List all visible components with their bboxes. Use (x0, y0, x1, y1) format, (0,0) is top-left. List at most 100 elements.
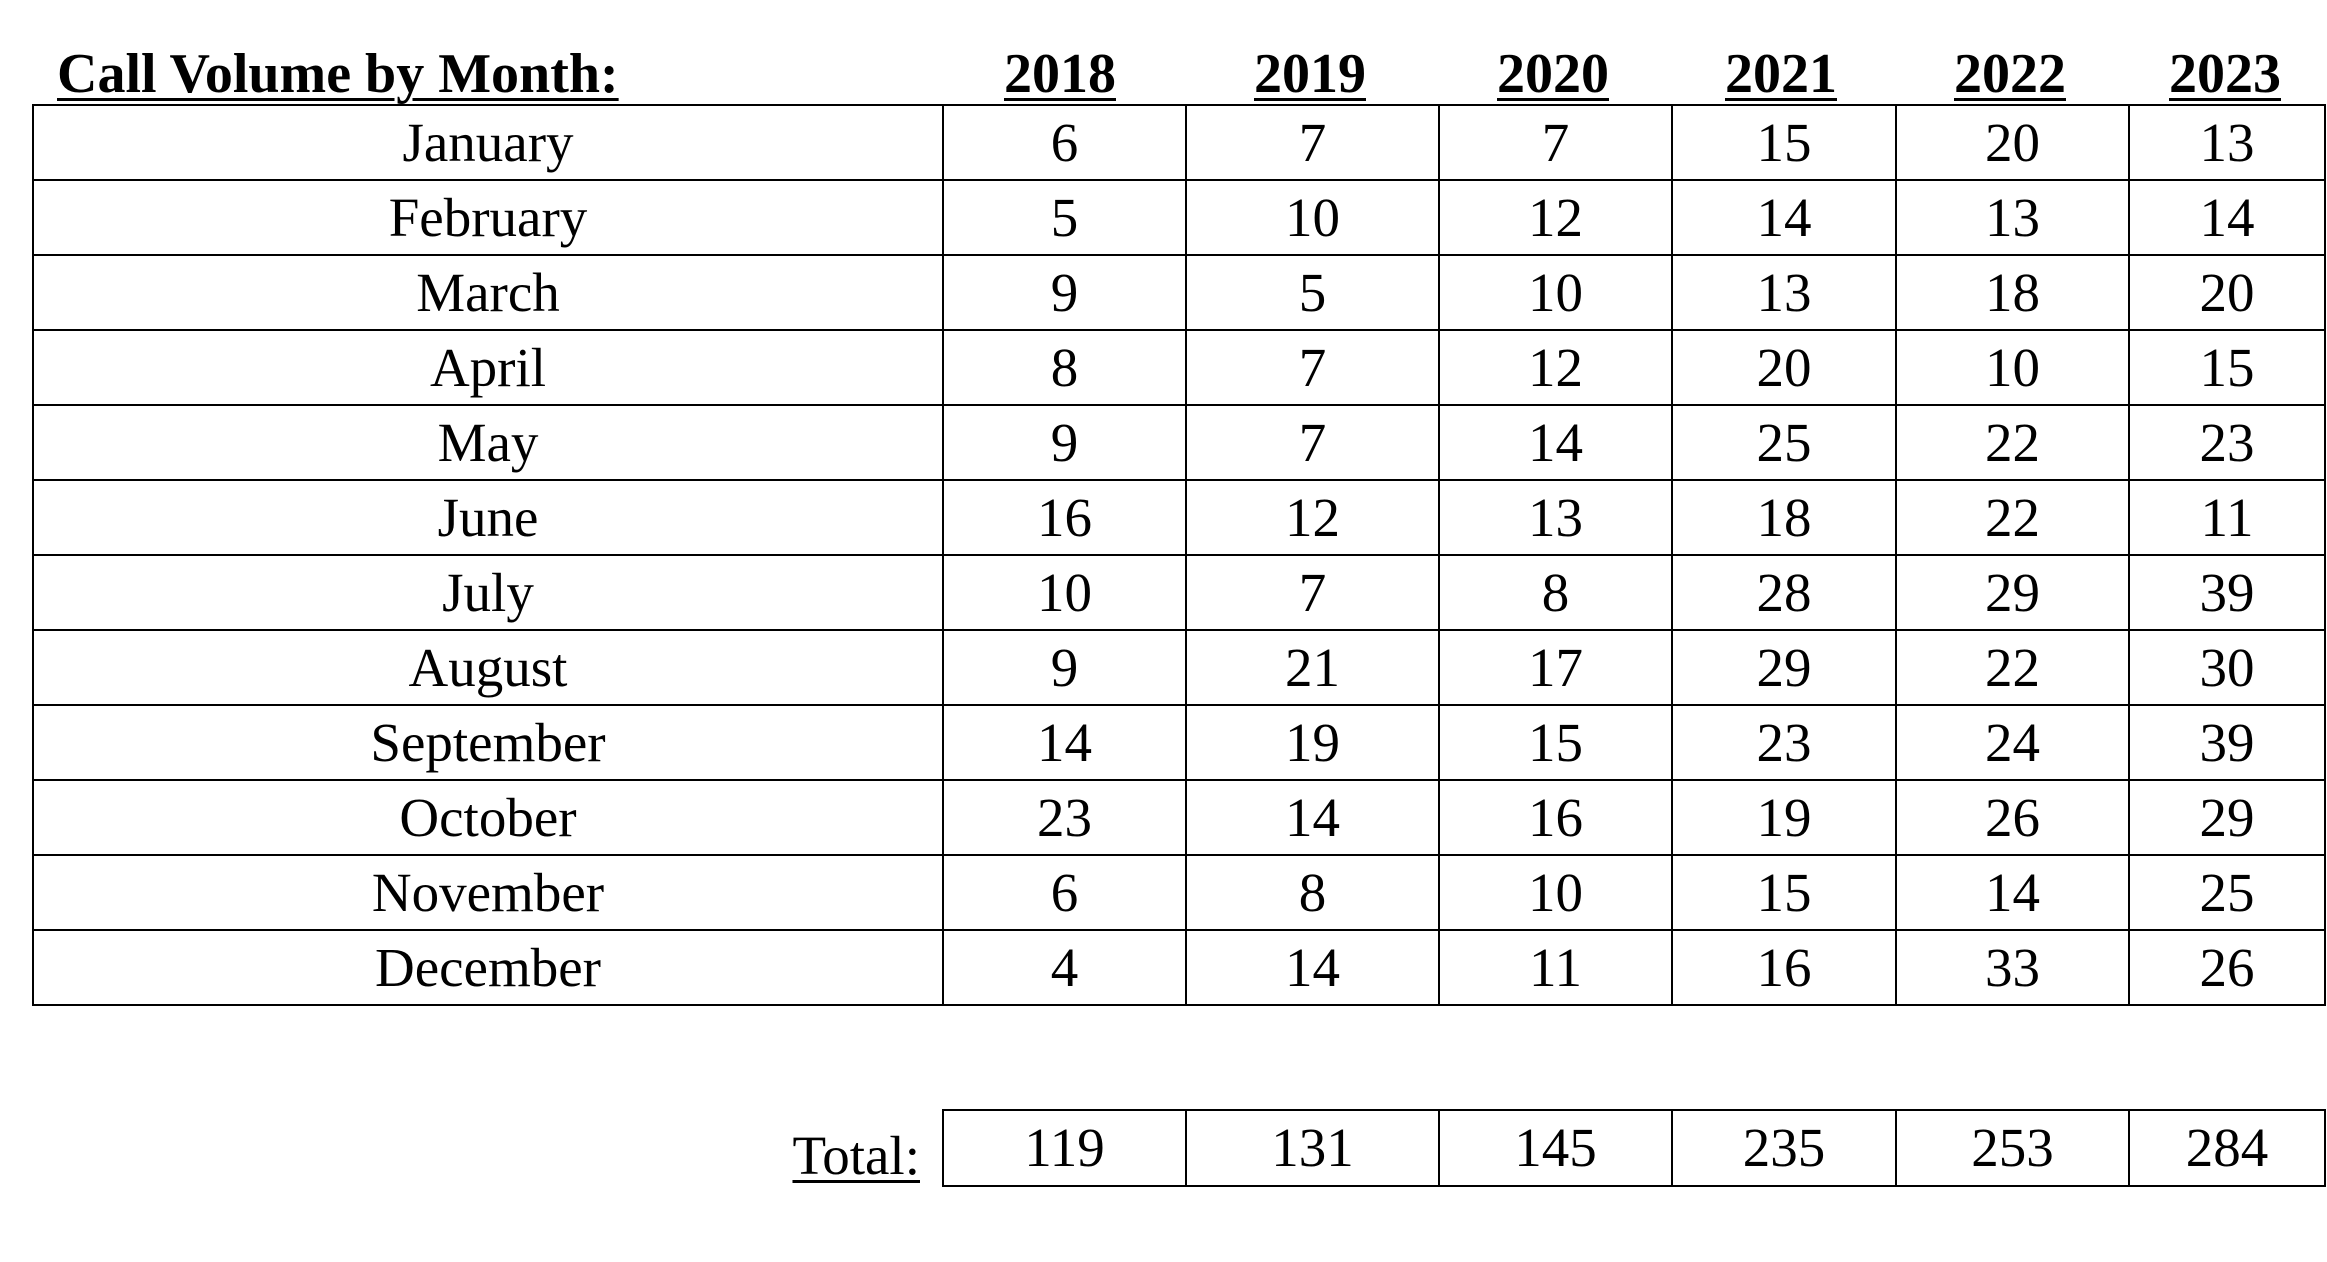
month-cell: July (32, 554, 944, 631)
value-cell: 9 (942, 629, 1187, 706)
value-cell: 10 (1895, 329, 2130, 406)
value-cell: 15 (2128, 329, 2326, 406)
value-cell: 30 (2128, 629, 2326, 706)
month-cell: January (32, 104, 944, 181)
value-cell: 20 (2128, 254, 2326, 331)
value-cell: 7 (1185, 104, 1440, 181)
value-cell: 39 (2128, 554, 2326, 631)
value-cell: 25 (1671, 404, 1897, 481)
value-cell: 25 (2128, 854, 2326, 931)
value-cell: 10 (1185, 179, 1440, 256)
month-cell: May (32, 404, 944, 481)
month-cell: November (32, 854, 944, 931)
month-cell: December (32, 929, 944, 1006)
month-cell: June (32, 479, 944, 556)
total-cell: 119 (942, 1109, 1187, 1187)
value-cell: 26 (1895, 779, 2130, 856)
value-cell: 28 (1671, 554, 1897, 631)
month-cell: September (32, 704, 944, 781)
value-cell: 5 (942, 179, 1187, 256)
value-cell: 16 (1671, 929, 1897, 1006)
totals-table: 119 131 145 235 253 284 (942, 1109, 2326, 1187)
value-cell: 23 (942, 779, 1187, 856)
value-cell: 26 (2128, 929, 2326, 1006)
value-cell: 29 (1895, 554, 2130, 631)
value-cell: 5 (1185, 254, 1440, 331)
value-cell: 15 (1671, 854, 1897, 931)
table-row: September 14 19 15 23 24 39 (32, 704, 2326, 781)
value-cell: 14 (1895, 854, 2130, 931)
value-cell: 13 (1895, 179, 2130, 256)
value-cell: 17 (1438, 629, 1673, 706)
page-title: Call Volume by Month: (57, 43, 619, 105)
table-row: October 23 14 16 19 26 29 (32, 779, 2326, 856)
value-cell: 15 (1438, 704, 1673, 781)
value-cell: 20 (1895, 104, 2130, 181)
value-cell: 22 (1895, 479, 2130, 556)
total-cell: 284 (2128, 1109, 2326, 1187)
value-cell: 12 (1185, 479, 1440, 556)
value-cell: 13 (1438, 479, 1673, 556)
value-cell: 7 (1185, 554, 1440, 631)
year-header-2021: 2021 (1725, 43, 1837, 105)
table-row: May 9 7 14 25 22 23 (32, 404, 2326, 481)
value-cell: 23 (2128, 404, 2326, 481)
value-cell: 4 (942, 929, 1187, 1006)
value-cell: 14 (1185, 779, 1440, 856)
table-row: March 9 5 10 13 18 20 (32, 254, 2326, 331)
table-row: January 6 7 7 15 20 13 (32, 104, 2326, 181)
value-cell: 14 (942, 704, 1187, 781)
value-cell: 12 (1438, 179, 1673, 256)
value-cell: 6 (942, 854, 1187, 931)
year-header-2023: 2023 (2169, 43, 2281, 105)
value-cell: 12 (1438, 329, 1673, 406)
value-cell: 13 (1671, 254, 1897, 331)
value-cell: 8 (1438, 554, 1673, 631)
value-cell: 22 (1895, 404, 2130, 481)
table-row: July 10 7 8 28 29 39 (32, 554, 2326, 631)
year-header-2018: 2018 (1004, 43, 1116, 105)
value-cell: 23 (1671, 704, 1897, 781)
month-cell: August (32, 629, 944, 706)
call-volume-table: January 6 7 7 15 20 13 February 5 10 12 … (32, 104, 2326, 1006)
value-cell: 39 (2128, 704, 2326, 781)
value-cell: 16 (942, 479, 1187, 556)
total-cell: 145 (1438, 1109, 1673, 1187)
value-cell: 19 (1185, 704, 1440, 781)
value-cell: 19 (1671, 779, 1897, 856)
value-cell: 20 (1671, 329, 1897, 406)
value-cell: 11 (2128, 479, 2326, 556)
month-cell: February (32, 179, 944, 256)
value-cell: 16 (1438, 779, 1673, 856)
value-cell: 7 (1438, 104, 1673, 181)
value-cell: 13 (2128, 104, 2326, 181)
total-cell: 253 (1895, 1109, 2130, 1187)
value-cell: 14 (1671, 179, 1897, 256)
total-label: Total: (792, 1125, 920, 1186)
totals-row: 119 131 145 235 253 284 (942, 1109, 2326, 1187)
value-cell: 10 (1438, 854, 1673, 931)
value-cell: 14 (1438, 404, 1673, 481)
total-cell: 131 (1185, 1109, 1440, 1187)
year-header-2019: 2019 (1254, 43, 1366, 105)
value-cell: 10 (942, 554, 1187, 631)
value-cell: 11 (1438, 929, 1673, 1006)
table-row: December 4 14 11 16 33 26 (32, 929, 2326, 1006)
value-cell: 24 (1895, 704, 2130, 781)
value-cell: 22 (1895, 629, 2130, 706)
value-cell: 29 (2128, 779, 2326, 856)
value-cell: 8 (1185, 854, 1440, 931)
total-cell: 235 (1671, 1109, 1897, 1187)
table-row: August 9 21 17 29 22 30 (32, 629, 2326, 706)
table-row: November 6 8 10 15 14 25 (32, 854, 2326, 931)
value-cell: 29 (1671, 629, 1897, 706)
month-cell: October (32, 779, 944, 856)
value-cell: 18 (1895, 254, 2130, 331)
value-cell: 9 (942, 254, 1187, 331)
value-cell: 14 (2128, 179, 2326, 256)
value-cell: 21 (1185, 629, 1440, 706)
value-cell: 8 (942, 329, 1187, 406)
value-cell: 18 (1671, 479, 1897, 556)
value-cell: 14 (1185, 929, 1440, 1006)
